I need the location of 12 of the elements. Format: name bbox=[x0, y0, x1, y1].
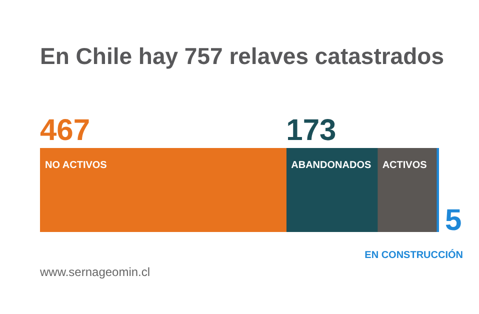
text: www.sernageomin.cl bbox=[39, 265, 150, 279]
series-label: ACTIVOS bbox=[382, 160, 428, 171]
bar bbox=[286, 148, 378, 232]
text: EN CONSTRUCCIÓN bbox=[364, 249, 463, 261]
data-label: 5 bbox=[445, 204, 462, 237]
data-label: 467 bbox=[40, 114, 90, 147]
bar bbox=[377, 148, 437, 232]
chart-title: En Chile hay 757 relaves catastrados bbox=[40, 43, 444, 69]
data-label: 173 bbox=[286, 114, 336, 147]
series-label: NO ACTIVOS bbox=[45, 160, 108, 171]
bar bbox=[40, 148, 286, 232]
series-label: ABANDONADOS bbox=[291, 160, 372, 171]
